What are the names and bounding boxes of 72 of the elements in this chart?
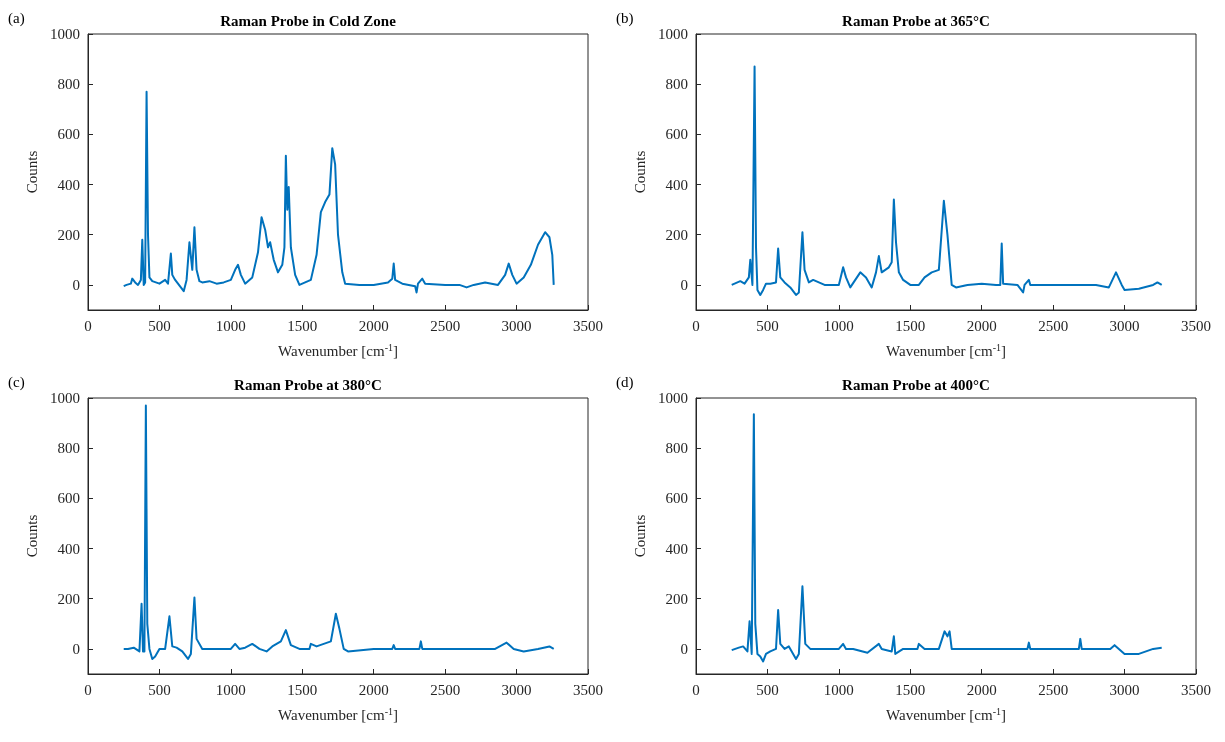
line-series [122,404,555,660]
y-tick-label: 200 [665,226,688,243]
x-tick-label: 500 [756,681,779,698]
x-tick-label: 2000 [966,317,997,334]
y-tick-label: 600 [665,490,688,507]
y-tick-label: 0 [680,640,688,657]
line-series [730,413,1163,663]
y-tick-label: 800 [57,440,80,457]
x-tick-label: 1500 [287,317,318,334]
x-tick-label: 1000 [823,317,854,334]
y-tick-label: 600 [57,126,80,143]
y-tick-label: 400 [665,176,688,193]
x-tick-label: 2000 [358,681,389,698]
y-axis-title: Counts [631,514,648,558]
x-tick-label: 0 [692,681,700,698]
chart-title: Raman Probe at 400°C [842,376,990,393]
text: (a) [8,9,25,27]
x-tick-label: 2500 [1038,317,1069,334]
y-tick-label: 400 [665,540,688,557]
x-tick-label: 500 [148,317,171,334]
y-tick-label: 200 [57,590,80,607]
y-tick-label: 0 [72,640,80,657]
y-tick-label: 800 [665,440,688,457]
y-tick-label: 200 [665,590,688,607]
x-tick-label: 2000 [358,317,389,334]
x-tick-label: 2500 [430,317,461,334]
y-axis-title: Counts [23,150,40,194]
y-tick-label: 200 [57,226,80,243]
x-tick-label: 3000 [1109,681,1140,698]
x-tick-label: 2500 [1038,681,1069,698]
text: (c) [8,373,25,391]
x-tick-label: 1500 [895,681,926,698]
y-tick-label: 600 [665,126,688,143]
y-tick-label: 1000 [50,390,80,406]
x-tick-label: 3000 [1109,317,1140,334]
x-tick-label: 0 [692,317,700,334]
chart-title: Raman Probe in Cold Zone [220,12,397,29]
line-series [122,90,555,294]
x-tick-label: 2000 [966,681,997,698]
x-tick-label: 500 [756,317,779,334]
x-tick-label: 1500 [895,317,926,334]
y-tick-label: 400 [57,176,80,193]
y-tick-label: 0 [72,276,80,293]
x-tick-label: 3500 [573,681,603,698]
y-tick-label: 1000 [50,26,80,42]
y-axis-title: Counts [23,514,40,558]
x-tick-label: 3500 [1181,681,1211,698]
x-tick-label: 500 [148,681,171,698]
y-tick-label: 800 [57,76,80,93]
x-tick-label: 0 [84,317,92,334]
y-tick-label: 600 [57,490,80,507]
y-tick-label: 0 [680,276,688,293]
chart-title: Raman Probe at 380°C [234,376,382,393]
x-tick-label: 3000 [501,317,532,334]
y-tick-label: 1000 [658,26,688,42]
x-tick-label: 3500 [573,317,603,334]
chart-title: Raman Probe at 365°C [842,12,990,29]
text: (b) [616,9,634,27]
x-tick-label: 3500 [1181,317,1211,334]
x-tick-label: 1000 [215,317,246,334]
y-tick-label: 800 [665,76,688,93]
line-series [730,65,1163,296]
x-tick-label: 1500 [287,681,318,698]
text: (d) [616,373,634,391]
x-tick-label: 1000 [215,681,246,698]
x-tick-label: 1000 [823,681,854,698]
y-tick-label: 400 [57,540,80,557]
y-tick-label: 1000 [658,390,688,406]
x-tick-label: 3000 [501,681,532,698]
x-tick-label: 2500 [430,681,461,698]
x-tick-label: 0 [84,681,92,698]
y-axis-title: Counts [631,150,648,194]
